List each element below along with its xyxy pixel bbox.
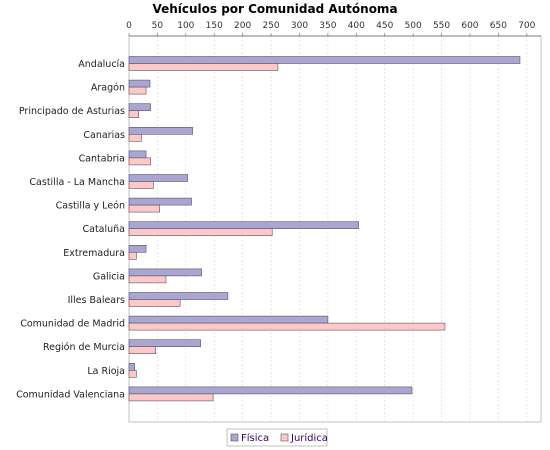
- bar-juridica: [128, 252, 137, 260]
- x-tick-label: 350: [319, 21, 336, 31]
- category-label: Castilla y León: [56, 201, 125, 212]
- bar-juridica: [128, 322, 446, 331]
- bar-juridica: [128, 346, 157, 355]
- category-label: La Rioja: [87, 366, 125, 377]
- x-tick-label: 150: [206, 21, 223, 31]
- bar-juridica: [128, 86, 147, 95]
- x-tick-label: 250: [262, 21, 279, 31]
- category-label: Cataluña: [82, 224, 125, 235]
- bar-juridica: [128, 393, 214, 402]
- legend-box: [226, 428, 328, 447]
- bar-fisica: [128, 79, 151, 88]
- category-label: Galicia: [93, 271, 125, 282]
- bar-fisica: [128, 150, 147, 159]
- x-tick-label: 550: [433, 21, 450, 31]
- legend-swatch: [280, 433, 289, 442]
- bar-juridica: [128, 204, 160, 213]
- bar-fisica: [128, 245, 147, 253]
- bar-fisica: [128, 221, 359, 229]
- x-tick-label: 100: [177, 21, 194, 31]
- x-tick-label: 650: [490, 21, 507, 31]
- bar-fisica: [128, 362, 135, 371]
- category-label: Andalucía: [78, 59, 125, 70]
- legend: Física Jurídica: [226, 428, 328, 447]
- x-tick-label: 50: [152, 21, 164, 31]
- bars-group: [128, 56, 521, 402]
- legend-label: Física: [241, 432, 269, 444]
- legend-swatch: [230, 433, 239, 442]
- chart-title: Vehículos por Comunidad Autónoma: [152, 2, 397, 16]
- bar-fisica: [128, 174, 188, 182]
- category-label: Aragón: [91, 83, 125, 94]
- bar-fisica: [128, 103, 151, 111]
- bar-juridica: [128, 228, 273, 236]
- bar-juridica: [128, 110, 139, 118]
- bar-fisica: [128, 56, 521, 64]
- category-label: Región de Murcia: [43, 342, 125, 353]
- bar-juridica: [128, 299, 181, 307]
- bar-fisica: [128, 339, 201, 348]
- bar-juridica: [128, 369, 137, 378]
- bar-juridica: [128, 157, 151, 166]
- x-tick-label: 600: [461, 21, 478, 31]
- x-tick-label: 300: [291, 21, 308, 31]
- bar-juridica: [128, 63, 279, 71]
- x-axis: 0 50 100 150 200 250 300 350 400 450 500 550 600 650 7…: [126, 21, 541, 37]
- bar-fisica: [128, 315, 329, 324]
- legend-label: Jurídica: [290, 432, 328, 444]
- x-tick-label: 450: [376, 21, 393, 31]
- category-label: Comunidad Valenciana: [16, 389, 125, 400]
- x-tick-label: 200: [234, 21, 251, 31]
- category-label: Extremadura: [63, 248, 125, 259]
- bar-fisica: [128, 127, 193, 135]
- bar-fisica: [128, 268, 203, 277]
- x-tick-label: 400: [348, 21, 365, 31]
- bar-fisica: [128, 197, 192, 206]
- x-tick-label: 500: [405, 21, 422, 31]
- category-label: Illes Balears: [68, 295, 125, 306]
- bar-juridica: [128, 134, 142, 142]
- category-labels: Andalucía Aragón Principado de Asturias Can…: [16, 59, 125, 400]
- x-tick-label: 0: [126, 21, 132, 31]
- bar-fisica: [128, 292, 229, 300]
- category-label: Principado de Asturias: [19, 106, 125, 117]
- category-label: Comunidad de Madrid: [20, 319, 125, 330]
- x-tick-label: 700: [518, 21, 535, 31]
- bar-juridica: [128, 181, 154, 189]
- bar-juridica: [128, 275, 167, 284]
- bar-fisica: [128, 386, 413, 395]
- category-label: Canarias: [83, 130, 125, 141]
- category-label: Castilla - La Mancha: [29, 177, 125, 188]
- category-label: Cantabria: [79, 153, 125, 164]
